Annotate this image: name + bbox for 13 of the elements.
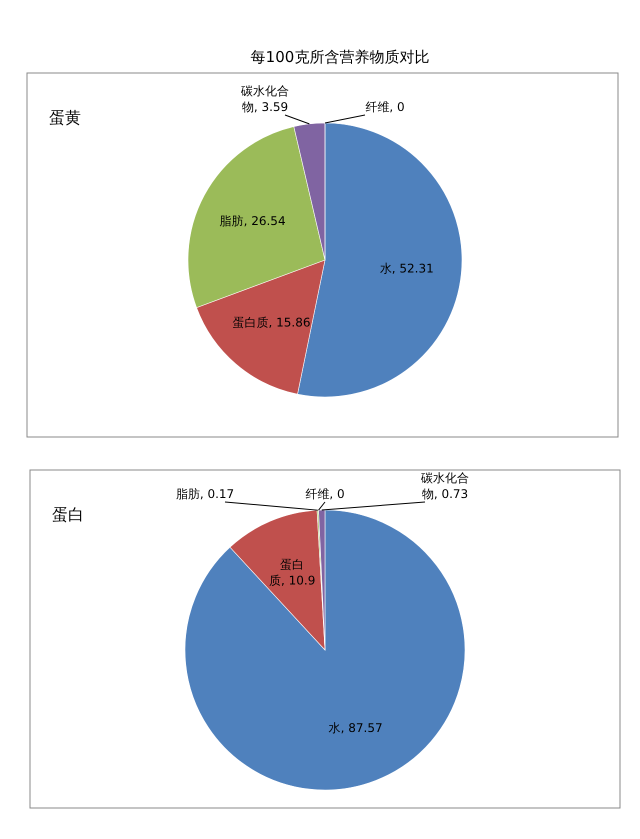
- text: 蛋黄: [49, 108, 81, 127]
- data-label: 蛋白质, 15.86: [232, 315, 310, 330]
- data-label: 碳水化合物, 3.59: [240, 84, 289, 114]
- text: 纤维, 0: [365, 100, 405, 114]
- text: 纤维, 0: [305, 487, 345, 501]
- chart-title: 每100克所含营养物质对比: [250, 48, 430, 66]
- data-label: 脂肪, 0.17: [176, 487, 234, 501]
- data-label: 碳水化合物, 0.73: [420, 471, 469, 501]
- data-label: 水, 52.31: [380, 261, 434, 276]
- data-label: 蛋白质, 10.9: [268, 558, 316, 588]
- text: 蛋白: [52, 505, 84, 524]
- data-label: 脂肪, 26.54: [220, 214, 286, 228]
- data-label: 水, 87.57: [328, 721, 383, 736]
